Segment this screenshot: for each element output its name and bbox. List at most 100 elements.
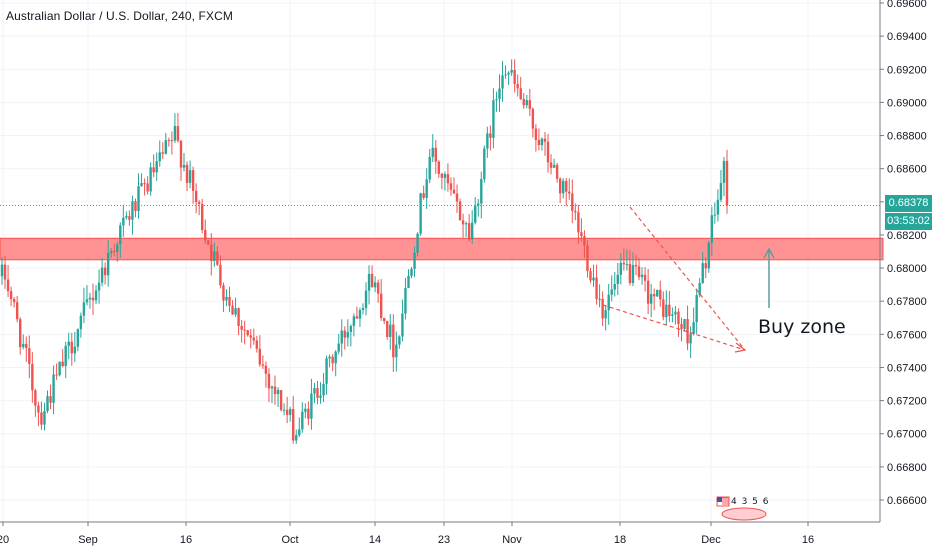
candle-down[interactable] xyxy=(458,198,462,221)
candle-up[interactable] xyxy=(407,269,410,289)
candle-up[interactable] xyxy=(100,258,104,287)
candle-down[interactable] xyxy=(113,243,116,257)
candle-up[interactable] xyxy=(110,247,113,258)
candle-down[interactable] xyxy=(543,132,547,156)
candle-up[interactable] xyxy=(607,283,610,325)
candle-down[interactable] xyxy=(531,107,535,138)
candle-up[interactable] xyxy=(710,206,714,257)
candle-up[interactable] xyxy=(540,137,544,151)
candle-down[interactable] xyxy=(434,140,437,174)
candle-down[interactable] xyxy=(246,329,249,337)
candle-down[interactable] xyxy=(31,352,34,403)
candle-down[interactable] xyxy=(571,179,574,224)
candle-down[interactable] xyxy=(422,185,425,200)
candle-up[interactable] xyxy=(631,252,635,287)
candle-up[interactable] xyxy=(282,403,286,416)
candle-up[interactable] xyxy=(304,403,307,419)
candle-up[interactable] xyxy=(52,365,55,415)
candle-down[interactable] xyxy=(279,389,283,412)
candle-up[interactable] xyxy=(137,173,140,219)
candle-down[interactable] xyxy=(379,279,383,321)
candle-down[interactable] xyxy=(3,255,7,289)
candle-down[interactable] xyxy=(261,355,265,369)
candle-down[interactable] xyxy=(292,395,295,444)
candle-up[interactable] xyxy=(707,241,710,273)
candle-up[interactable] xyxy=(501,60,504,102)
candle-down[interactable] xyxy=(273,375,277,405)
candle-up[interactable] xyxy=(525,95,528,109)
candle-up[interactable] xyxy=(561,178,565,199)
candle-up[interactable] xyxy=(486,126,489,158)
candle-up[interactable] xyxy=(328,354,331,368)
candle-down[interactable] xyxy=(537,128,541,151)
candle-up[interactable] xyxy=(510,59,513,76)
candle-up[interactable] xyxy=(164,132,168,155)
candle-up[interactable] xyxy=(325,355,328,395)
candle-up[interactable] xyxy=(276,387,280,407)
candle-down[interactable] xyxy=(228,286,231,313)
candle-up[interactable] xyxy=(598,284,601,308)
candle-down[interactable] xyxy=(622,248,626,271)
candle-up[interactable] xyxy=(288,406,292,422)
candle-down[interactable] xyxy=(37,401,40,427)
candle-down[interactable] xyxy=(519,76,522,101)
candle-down[interactable] xyxy=(686,305,689,351)
candle-up[interactable] xyxy=(319,382,322,404)
candle-up[interactable] xyxy=(413,246,416,278)
candle-down[interactable] xyxy=(128,210,131,226)
candle-up[interactable] xyxy=(334,350,337,377)
candle-up[interactable] xyxy=(665,290,668,326)
candle-down[interactable] xyxy=(555,162,559,183)
candle-down[interactable] xyxy=(455,184,459,213)
candle-up[interactable] xyxy=(349,324,353,347)
candle-up[interactable] xyxy=(443,171,447,191)
candle-up[interactable] xyxy=(79,312,83,338)
candle-up[interactable] xyxy=(395,331,398,372)
candle-down[interactable] xyxy=(40,401,43,430)
candle-down[interactable] xyxy=(25,336,28,362)
candle-up[interactable] xyxy=(495,91,498,112)
candle-up[interactable] xyxy=(477,199,480,217)
candle-down[interactable] xyxy=(516,74,519,97)
candle-down[interactable] xyxy=(677,308,680,337)
candle-down[interactable] xyxy=(680,317,683,342)
candle-up[interactable] xyxy=(431,134,434,163)
candle-down[interactable] xyxy=(19,317,22,355)
candle-up[interactable] xyxy=(340,319,343,357)
candle-up[interactable] xyxy=(640,267,644,285)
candle-up[interactable] xyxy=(592,264,595,287)
candle-up[interactable] xyxy=(610,275,613,302)
candle-up[interactable] xyxy=(649,284,653,318)
candle-down[interactable] xyxy=(383,317,386,324)
candle-down[interactable] xyxy=(568,178,571,200)
candle-up[interactable] xyxy=(683,318,686,332)
candle-down[interactable] xyxy=(255,335,259,353)
candle-up[interactable] xyxy=(616,262,619,296)
candle-down[interactable] xyxy=(240,319,243,343)
candle-down[interactable] xyxy=(143,178,146,196)
candle-up[interactable] xyxy=(698,278,701,298)
candle-up[interactable] xyxy=(404,277,407,320)
candle-up[interactable] xyxy=(295,429,298,444)
candle-up[interactable] xyxy=(322,372,325,402)
candle-up[interactable] xyxy=(106,239,110,287)
candle-down[interactable] xyxy=(146,176,149,195)
candle-up[interactable] xyxy=(552,158,556,168)
candle-up[interactable] xyxy=(0,257,4,285)
candle-down[interactable] xyxy=(210,233,213,276)
candle-up[interactable] xyxy=(722,156,726,197)
candle-down[interactable] xyxy=(386,320,389,340)
candle-up[interactable] xyxy=(234,297,237,317)
candle-down[interactable] xyxy=(376,279,380,303)
candle-up[interactable] xyxy=(701,252,704,284)
candle-down[interactable] xyxy=(264,361,268,388)
candle-up[interactable] xyxy=(76,328,80,352)
candle-down[interactable] xyxy=(446,163,450,192)
candle-up[interactable] xyxy=(504,65,507,79)
candle-up[interactable] xyxy=(88,292,92,309)
candle-down[interactable] xyxy=(267,368,271,402)
candle-down[interactable] xyxy=(643,267,647,292)
us-flag-icon[interactable] xyxy=(716,496,767,521)
candle-up[interactable] xyxy=(337,333,340,355)
